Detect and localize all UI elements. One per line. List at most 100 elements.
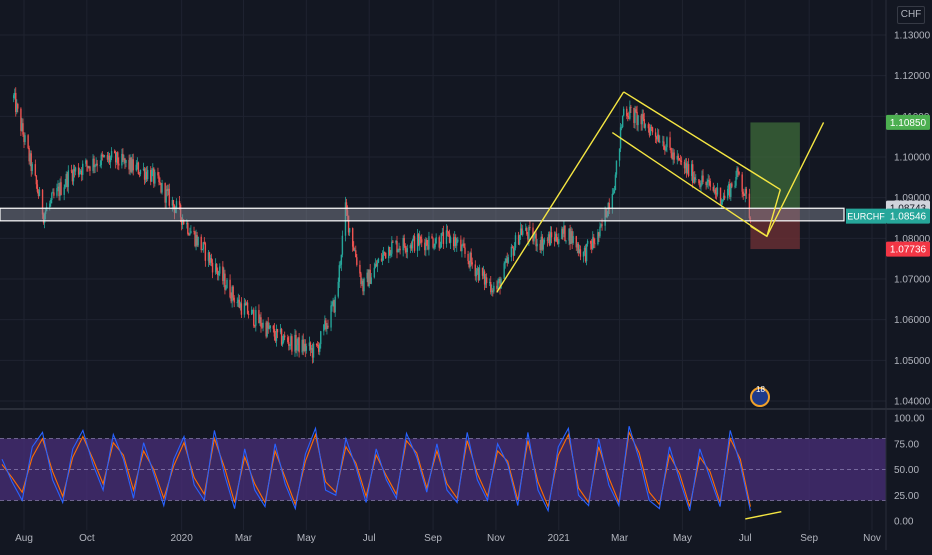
candle-body [275,328,278,342]
candle-body [453,237,456,247]
candle-body [529,227,531,228]
candle-body [679,159,682,161]
candle-body [179,204,182,218]
candle-body [470,252,472,263]
candle-body [71,171,74,182]
candle-body [301,339,303,353]
candle-body [269,325,271,329]
candle-body [540,236,542,251]
candle-body [496,285,498,289]
candle-body [130,157,132,172]
candle-body [411,240,414,249]
candle-body [396,241,398,253]
candle-body [525,227,527,231]
time-axis[interactable]: Aug Oct 2020 Mar May Jul Sep Nov 2021 Mar May Jul Se… [15,533,881,544]
candle-body [730,183,732,197]
candle-body [38,189,41,197]
candle-body [749,218,752,220]
candle-body [507,257,509,263]
stoch-k-line [1,426,751,513]
candle-body [367,272,369,287]
candle-body [208,252,211,263]
candle-body [582,251,585,257]
candle-body [363,278,365,292]
candle-body [302,339,304,352]
time-tick-label: Mar [235,533,253,544]
candle-body [471,262,473,265]
candle-body [553,237,556,242]
target-price-tag-bg [886,114,930,130]
candle-body [576,243,579,248]
candle-body [171,200,174,206]
candle-body [310,348,313,350]
candle-body [41,189,44,215]
candle-body [654,132,657,137]
candle-body [604,209,606,226]
candle-body [166,189,168,191]
candle-body [168,188,170,206]
candle-body [58,186,60,197]
candle-body [317,345,320,352]
candle-body [680,160,683,162]
candle-body [677,155,679,159]
candle-body [152,168,154,171]
price-axis[interactable]: 1.130001.120001.110001.100001.090001.080… [894,31,931,528]
candle-body [44,211,47,214]
candle-body [279,328,282,333]
candle-body [290,336,292,345]
candle-body [600,224,602,227]
candle-body [124,158,126,163]
candle-body [296,345,298,351]
candle-body [24,135,26,143]
candle-body [522,230,524,235]
candle-body [395,241,397,243]
candle-body [369,269,371,284]
candle-body [70,170,73,172]
candle-body [217,270,219,276]
candle-body [736,168,738,178]
candle-body [536,243,538,247]
candle-body [243,303,246,315]
candle-body [649,127,652,136]
candle-body [577,243,580,253]
candle-body [74,167,77,172]
candle-body [519,228,522,236]
candle-body [526,227,528,235]
candle-body [457,239,459,242]
candle-body [381,254,384,261]
candle-body [445,230,448,244]
candle-body [20,108,22,131]
candle-body [340,254,343,265]
candle-body [402,237,404,251]
candle-body [662,141,664,143]
time-tick-label: 2021 [548,533,571,544]
stoch-trendline [745,511,782,520]
candle-body [239,303,242,308]
candle-body [467,253,469,262]
candle-body [735,177,737,186]
candle-body [359,264,361,274]
candle-body [153,168,155,184]
candle-body [12,95,15,99]
candle-body [96,163,98,166]
candle-body [441,232,444,234]
candle-body [366,272,368,279]
candle-body [21,123,23,131]
candle-body [308,342,311,347]
candle-body [215,263,218,271]
currency-label[interactable]: CHF [897,6,925,24]
candle-body [230,297,232,302]
candle-body [142,168,145,170]
candle-body [468,261,470,268]
event-icon[interactable] [750,387,770,407]
candle-body [613,189,616,194]
candle-body [673,152,675,160]
candle-body [723,195,726,199]
candle-body [165,189,167,203]
candle-body [160,183,162,193]
time-tick-label: Oct [79,533,95,544]
candle-body [289,344,291,346]
candle-body [650,127,653,129]
candle-body [260,317,262,327]
